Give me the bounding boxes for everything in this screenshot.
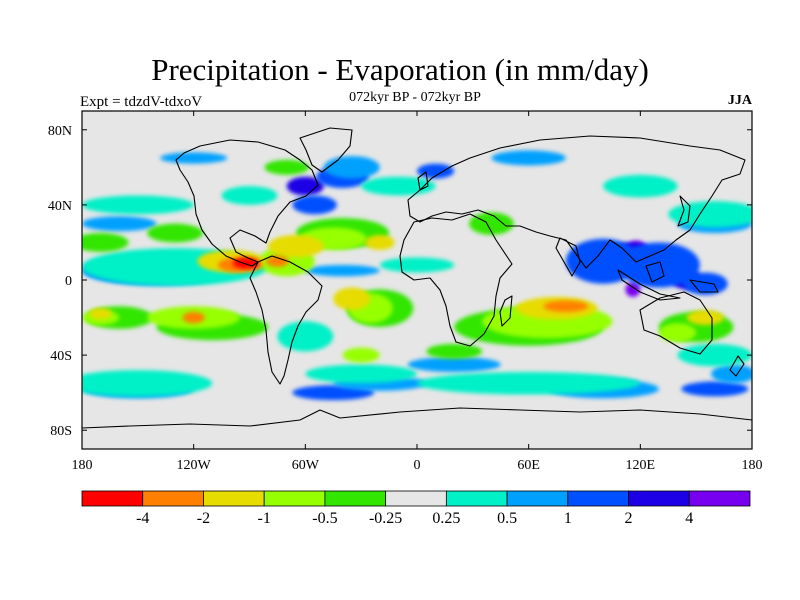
- field-blob: [82, 370, 213, 397]
- field-blob: [342, 347, 380, 363]
- colorbar-label: 4: [685, 510, 693, 527]
- field-blob: [618, 242, 700, 288]
- x-tick-label: 120E: [626, 458, 656, 473]
- field-blob: [668, 201, 752, 228]
- colorbar-label: 1: [564, 510, 572, 527]
- field-blob: [686, 310, 725, 326]
- field-blob: [221, 186, 278, 205]
- colorbar-label: -1: [258, 510, 271, 527]
- field-blob: [681, 381, 749, 397]
- colorbar-swatch: [263, 490, 326, 507]
- x-tick-label: 0: [414, 458, 421, 473]
- field-blob: [543, 300, 589, 312]
- field-blob: [379, 257, 455, 273]
- x-tick-label: 120W: [177, 458, 212, 473]
- colorbar-swatch: [324, 490, 387, 507]
- coast-uk: [417, 171, 429, 191]
- field-blob: [286, 176, 324, 196]
- colorbar-swatch: [445, 490, 508, 507]
- field-blob: [292, 195, 337, 215]
- field-blob: [364, 234, 395, 250]
- coast-north-america: [175, 139, 319, 267]
- colorbar-swatch: [203, 490, 265, 507]
- colorbar-swatch: [81, 490, 144, 507]
- field-blob: [264, 159, 310, 175]
- field-level--2: [182, 255, 589, 324]
- coast-africa: [399, 213, 513, 347]
- colorbar-swatch: [142, 490, 204, 507]
- field-blob: [426, 343, 483, 359]
- coast-europe-asia: [407, 135, 746, 269]
- field-blob: [268, 234, 324, 258]
- field-blob: [266, 255, 289, 267]
- x-tick-label: 60E: [517, 458, 540, 473]
- field-blob: [147, 223, 203, 243]
- field-blob: [407, 356, 501, 373]
- field-blob: [323, 156, 380, 179]
- field-blob: [82, 195, 194, 215]
- colorbar-label: -2: [197, 510, 210, 527]
- field-blob: [658, 323, 697, 342]
- field-blob: [417, 372, 641, 395]
- coast-sumatra-java: [617, 269, 681, 301]
- plot-title: Precipitation - Evaporation (in mm/day): [151, 52, 649, 87]
- y-tick-label: 0: [65, 274, 72, 289]
- field-blob: [82, 233, 129, 252]
- x-tick-label: 60W: [292, 458, 320, 473]
- colorbar-label: -4: [136, 510, 149, 527]
- colorbar-swatch: [628, 490, 690, 507]
- field-blob: [677, 343, 752, 367]
- field-blob: [305, 264, 380, 277]
- y-tick-label: 80N: [48, 124, 72, 139]
- colorbar-swatch: [506, 490, 569, 507]
- field-blob: [89, 308, 112, 320]
- field-blob: [469, 212, 514, 235]
- coast-australia: [639, 291, 713, 355]
- field-blob: [625, 281, 641, 297]
- coast-madagascar: [499, 295, 513, 327]
- field-blob: [333, 287, 371, 311]
- colorbar-label: 2: [625, 510, 633, 527]
- y-tick-label: 80S: [50, 424, 72, 439]
- y-tick-label: 40S: [50, 349, 72, 364]
- period-label: 072kyr BP - 072kyr BP: [349, 90, 481, 105]
- x-tick-label: 180: [72, 458, 93, 473]
- field-blob: [160, 152, 228, 164]
- coastlines: [82, 127, 752, 429]
- field-blob: [182, 311, 205, 324]
- x-tick-label: 180: [742, 458, 763, 473]
- coast-new-guinea: [689, 279, 719, 293]
- coast-new-zealand: [729, 355, 745, 377]
- coast-india: [555, 237, 581, 277]
- coast-greenland: [299, 127, 353, 173]
- colorbar-label: -0.5: [312, 510, 337, 527]
- field-blob: [277, 321, 334, 352]
- colorbar-label: 0.25: [432, 510, 460, 527]
- coast-japan: [677, 195, 691, 227]
- colorbar-label: 0.5: [497, 510, 517, 527]
- field-blob: [305, 364, 417, 384]
- field-blob: [491, 150, 566, 166]
- map-axes: 180 120W 60W 0 60E 120E 180 80N 40N 0 40S 80S: [48, 111, 763, 473]
- colorbar-swatch: [688, 490, 751, 507]
- field-blob: [361, 176, 436, 196]
- experiment-label: Expt = tdzdV-tdxoV: [80, 94, 203, 110]
- colorbar-swatch: [567, 490, 629, 507]
- colorbar: -4 -2 -1 -0.5 -0.25 0.25 0.5 1 2 4: [81, 490, 751, 527]
- field-blob: [711, 364, 752, 384]
- season-label: JJA: [727, 93, 752, 108]
- field-blob: [82, 216, 157, 232]
- y-tick-label: 40N: [48, 199, 72, 214]
- coast-borneo: [645, 261, 665, 283]
- pe-field: [82, 150, 752, 401]
- colorbar-label: -0.25: [369, 510, 402, 527]
- coast-south-america: [249, 255, 323, 385]
- field-blob: [603, 174, 678, 198]
- coast-antarctica: [82, 407, 752, 429]
- colorbar-swatch: [385, 490, 447, 507]
